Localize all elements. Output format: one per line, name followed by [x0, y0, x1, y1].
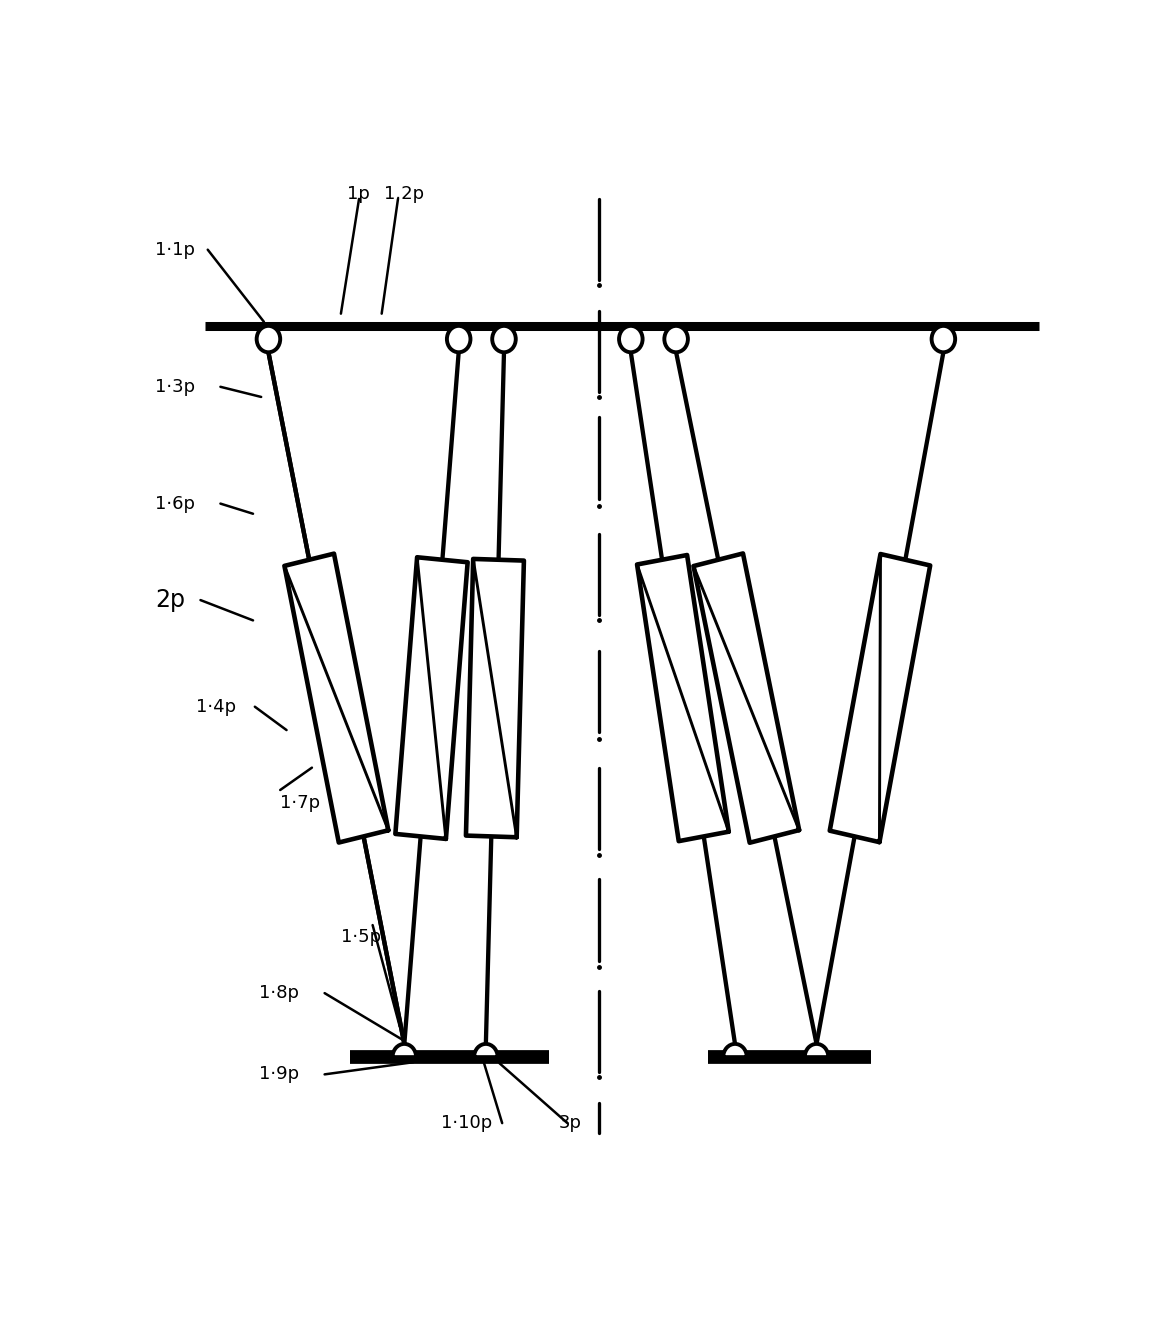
Polygon shape [284, 554, 388, 843]
Circle shape [257, 326, 281, 352]
Text: 1p: 1p [347, 185, 371, 203]
Text: 1·9p: 1·9p [260, 1066, 299, 1083]
Circle shape [447, 326, 470, 352]
Polygon shape [637, 555, 728, 842]
Circle shape [620, 326, 643, 352]
Text: 1·5p: 1·5p [341, 929, 381, 946]
Wedge shape [475, 1043, 498, 1057]
Text: 1.2p: 1.2p [385, 185, 424, 203]
Text: 1·8p: 1·8p [260, 984, 299, 1002]
Text: 2p: 2p [155, 588, 185, 612]
Text: 1·3p: 1·3p [155, 377, 195, 396]
Text: 3p: 3p [559, 1115, 581, 1132]
Circle shape [932, 326, 955, 352]
Text: 1·6p: 1·6p [155, 495, 195, 513]
Polygon shape [466, 559, 524, 838]
Text: 1·10p: 1·10p [441, 1115, 492, 1132]
Wedge shape [724, 1043, 747, 1057]
Polygon shape [395, 557, 468, 839]
Wedge shape [393, 1043, 416, 1057]
Circle shape [664, 326, 687, 352]
Polygon shape [830, 554, 931, 842]
Wedge shape [804, 1043, 829, 1057]
Polygon shape [693, 554, 800, 843]
Circle shape [492, 326, 516, 352]
Text: 1·4p: 1·4p [196, 698, 236, 716]
Text: 1·1p: 1·1p [155, 240, 195, 259]
Text: 1·7p: 1·7p [281, 794, 320, 813]
